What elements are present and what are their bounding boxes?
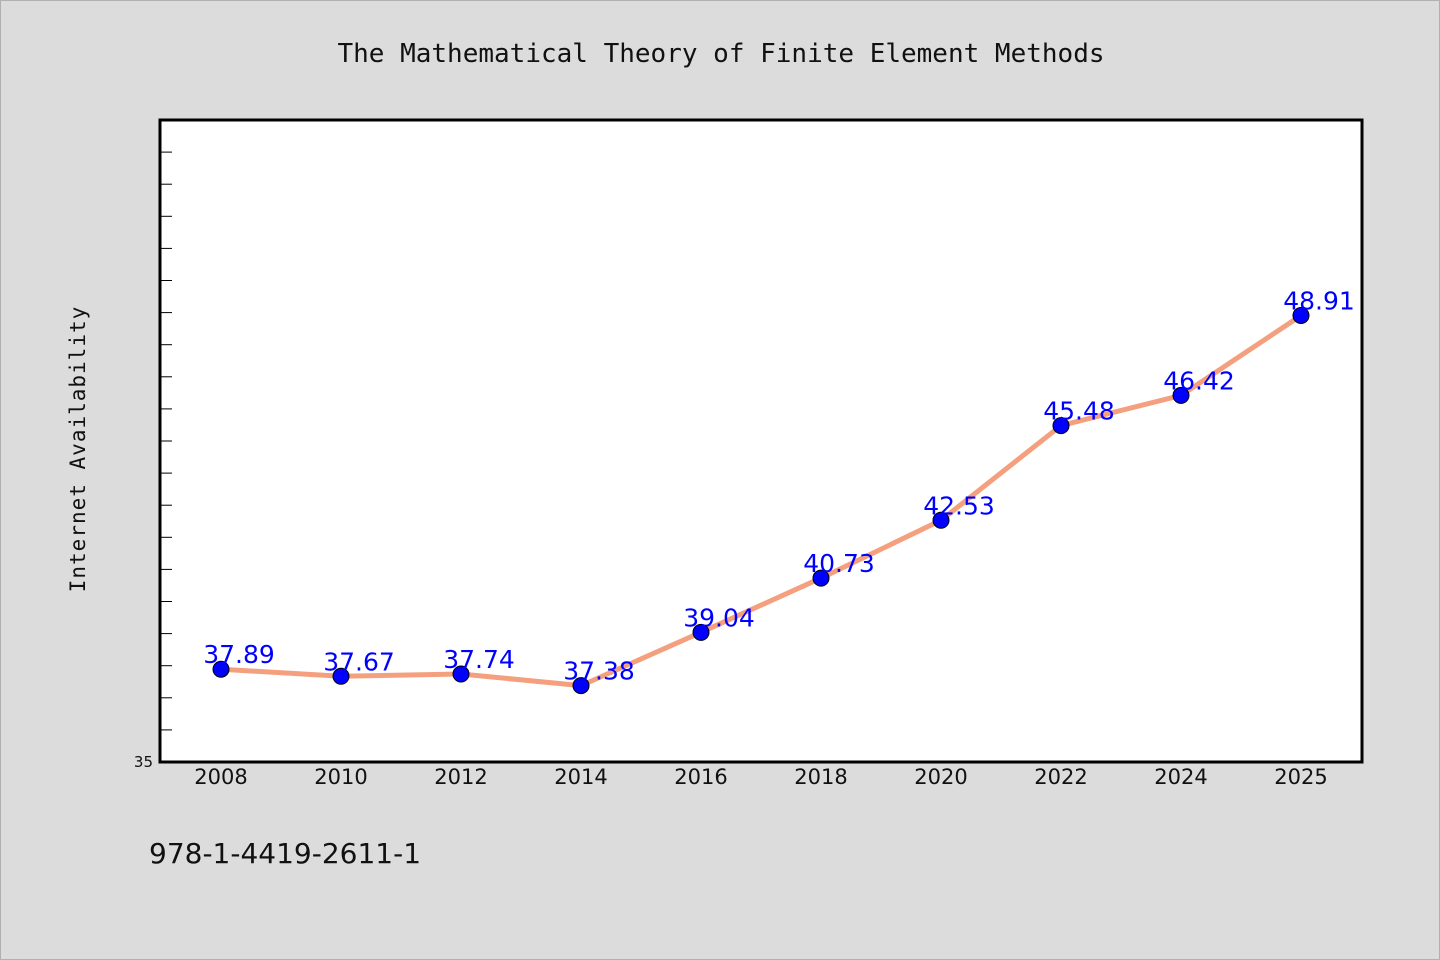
data-point-marker [932,511,950,529]
x-axis-tick-labels: 2008 2010 2012 2014 2016 2018 2020 2022 2024 2025 [194,765,1327,789]
data-point-marker [212,660,230,678]
x-tick-label: 2024 [1154,765,1207,789]
y-axis-label: Internet Availability [66,306,90,593]
plot-area [158,118,1364,764]
data-label: 37.89 [203,640,275,669]
data-label: 46.42 [1163,366,1235,395]
data-label: 37.74 [443,645,515,674]
data-point-marker [812,569,830,587]
data-point-marker [692,623,710,641]
x-tick-label: 2025 [1274,765,1327,789]
x-tick-label: 2022 [1034,765,1087,789]
series-line [218,312,1304,689]
data-point-marker [452,665,470,683]
data-point-marker [1292,306,1310,324]
data-point-marker [572,677,590,695]
chart-title: The Mathematical Theory of Finite Elemen… [337,39,1104,69]
x-tick-label: 2018 [794,765,847,789]
data-label: 48.91 [1283,286,1355,315]
x-tick-label: 2016 [674,765,727,789]
x-tick-label: 2008 [194,765,247,789]
data-point-marker [332,667,350,685]
y-axis-ticks [160,151,172,731]
series-line-group: 37.89 37.67 37.74 37.38 39.04 40.73 42.53 45.48… [203,286,1355,695]
y-tick-label: 35 [134,753,153,771]
isbn-footer: 978-1-4419-2611-1 [149,837,421,870]
data-label: 40.73 [803,549,875,578]
x-tick-label: 2010 [314,765,367,789]
data-label: 37.38 [563,657,635,686]
data-label: 39.04 [683,603,755,632]
data-label: 45.48 [1043,397,1115,426]
x-tick-label: 2012 [434,765,487,789]
data-point-marker [1172,386,1190,404]
x-tick-label: 2020 [914,765,967,789]
data-label: 37.67 [323,647,395,676]
data-point-marker [1052,417,1070,435]
x-tick-label: 2014 [554,765,607,789]
data-label: 42.53 [923,491,995,520]
